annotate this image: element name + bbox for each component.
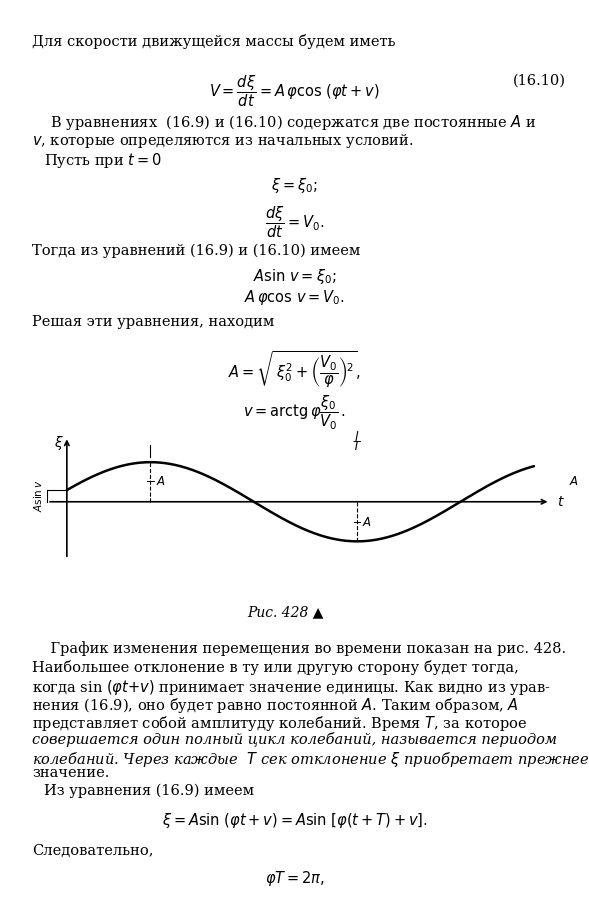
Text: $t$: $t$	[557, 495, 565, 509]
Text: $\xi = \xi_0;$: $\xi = \xi_0;$	[271, 176, 318, 195]
Text: $A$: $A$	[362, 516, 372, 529]
Text: $A\,\varphi \cos\, v = V_0.$: $A\,\varphi \cos\, v = V_0.$	[244, 288, 345, 307]
Text: колебаний. Через каждые  $T$ сек отклонение $\xi$ приобретает прежнее: колебаний. Через каждые $T$ сек отклонен…	[32, 750, 589, 769]
Text: значение.: значение.	[32, 766, 110, 780]
Text: $A\sin v$: $A\sin v$	[32, 479, 44, 512]
Text: Рис. 428 ▲: Рис. 428 ▲	[247, 605, 324, 620]
Text: нения (16.9), оно будет равно постоянной $A$. Таким образом, $A$: нения (16.9), оно будет равно постоянной…	[32, 696, 519, 714]
Text: Наибольшее отклонение в ту или другую сторону будет тогда,: Наибольшее отклонение в ту или другую ст…	[32, 660, 519, 675]
Text: $\varphi T = 2\pi,$: $\varphi T = 2\pi,$	[264, 869, 325, 888]
Text: В уравнениях  (16.9) и (16.10) содержатся две постоянные $A$ и: В уравнениях (16.9) и (16.10) содержатся…	[32, 113, 537, 132]
Text: Решая эти уравнения, находим: Решая эти уравнения, находим	[32, 315, 275, 330]
Text: $v$, которые определяются из начальных условий.: $v$, которые определяются из начальных у…	[32, 132, 413, 150]
Text: $l$: $l$	[355, 431, 360, 444]
Text: $A = \sqrt{\,\xi_0^2 + \left(\dfrac{V_0}{\varphi}\right)^{\!2}},$: $A = \sqrt{\,\xi_0^2 + \left(\dfrac{V_0}…	[229, 350, 360, 390]
Text: $V = \dfrac{d\xi}{dt} = A\,\varphi \cos\,(\varphi t + v)$: $V = \dfrac{d\xi}{dt} = A\,\varphi \cos\…	[209, 74, 380, 109]
Text: $A$: $A$	[569, 475, 579, 487]
Text: $\xi = A\sin\,(\varphi t + v) = A\sin\,[\varphi(t + T) + v].$: $\xi = A\sin\,(\varphi t + v) = A\sin\,[…	[161, 811, 428, 830]
Text: когда sin $(\varphi t{+}v)$ принимает значение единицы. Как видно из урав-: когда sin $(\varphi t{+}v)$ принимает зн…	[32, 678, 551, 696]
Text: $T$: $T$	[352, 440, 362, 452]
Text: Пусть при $t = 0$: Пусть при $t = 0$	[44, 151, 162, 170]
Text: Следовательно,: Следовательно,	[32, 844, 154, 859]
Text: $v = \mathrm{arctg}\,\varphi \dfrac{\xi_0}{V_0}\,.$: $v = \mathrm{arctg}\,\varphi \dfrac{\xi_…	[243, 394, 346, 432]
Text: $A \sin\, v = \xi_0;$: $A \sin\, v = \xi_0;$	[253, 267, 336, 286]
Text: Для скорости движущейся массы будем иметь: Для скорости движущейся массы будем имет…	[32, 34, 396, 50]
Text: Тогда из уравнений (16.9) и (16.10) имеем: Тогда из уравнений (16.9) и (16.10) имее…	[32, 243, 361, 258]
Text: совершается один полный цикл колебаний, называется периодом: совершается один полный цикл колебаний, …	[32, 732, 557, 747]
Text: $\dfrac{d\xi}{dt} = V_0.$: $\dfrac{d\xi}{dt} = V_0.$	[265, 205, 324, 240]
Text: Из уравнения (16.9) имеем: Из уравнения (16.9) имеем	[44, 784, 254, 798]
Text: $\xi$: $\xi$	[54, 434, 64, 452]
Text: График изменения перемещения во времени показан на рис. 428.: График изменения перемещения во времени …	[32, 642, 567, 657]
Text: (16.10): (16.10)	[512, 74, 565, 88]
Text: представляет собой амплитуду колебаний. Время $T$, за которое: представляет собой амплитуду колебаний. …	[32, 714, 528, 733]
Text: $A$: $A$	[155, 475, 166, 487]
